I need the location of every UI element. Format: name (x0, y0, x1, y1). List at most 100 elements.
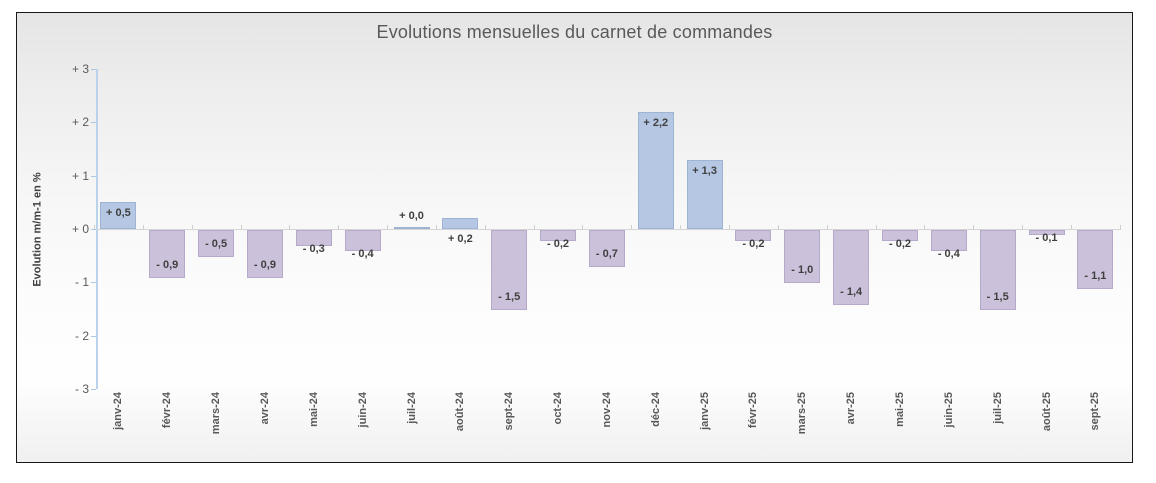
bar-sept-24 (491, 230, 528, 311)
x-axis-label: avr-25 (845, 392, 858, 425)
y-axis-tick-mark (91, 175, 96, 177)
x-axis-label: mars-25 (796, 392, 809, 435)
bar-juil-25 (979, 230, 1016, 311)
category-tick-mark (875, 225, 877, 229)
x-axis-label: mai-24 (307, 392, 320, 427)
category-tick-mark (387, 225, 389, 229)
x-axis-label: sept-25 (1089, 392, 1102, 431)
y-axis-tick-label: - 2 (74, 328, 89, 343)
category-tick-mark (435, 225, 437, 229)
bar-value-label: - 0,4 (351, 248, 374, 261)
bar-value-label: + 2,2 (643, 116, 669, 129)
bar-juin-24 (344, 230, 381, 252)
bar-févr-24 (149, 230, 186, 279)
category-tick-mark (142, 225, 144, 229)
bar-value-label: + 1,3 (692, 164, 717, 177)
category-tick-mark (729, 225, 731, 229)
category-tick-mark (1119, 225, 1121, 229)
y-axis-tick-label: - 3 (74, 382, 89, 397)
bar-oct-24 (540, 230, 577, 241)
x-axis-label: mars-24 (210, 392, 223, 435)
y-axis-tick-mark (91, 122, 96, 124)
category-tick-mark (240, 225, 242, 229)
bar-value-label: - 0,9 (156, 259, 179, 272)
category-tick-mark (338, 225, 340, 229)
bar-janv-24 (100, 202, 137, 229)
x-axis-label: mai-25 (894, 392, 906, 427)
y-axis-tick-label: + 0 (71, 222, 89, 236)
x-axis-label: juil-24 (405, 392, 418, 424)
bar-value-label: - 1,0 (791, 264, 814, 277)
bar-juil-24 (393, 227, 430, 229)
category-tick-mark (680, 225, 682, 229)
bar-value-label: - 0,2 (742, 237, 765, 250)
x-axis-label: sept-24 (503, 392, 516, 431)
bar-value-label: - 1,5 (986, 291, 1009, 304)
bar-avr-24 (246, 230, 283, 279)
bar-value-label: - 0,9 (253, 259, 276, 272)
y-axis-tick-mark (91, 389, 96, 391)
category-tick-mark (533, 225, 535, 229)
bar-janv-25 (686, 159, 723, 229)
x-axis-label: juin-24 (356, 392, 369, 428)
x-axis-label: févr-24 (161, 392, 174, 429)
bar-value-label: - 0,4 (937, 248, 960, 261)
bar-value-label: - 0,3 (302, 243, 325, 256)
y-axis-tick-label: - 1 (74, 275, 89, 290)
y-axis-tick-label: + 2 (71, 115, 89, 130)
y-axis-tick-label: + 1 (71, 168, 89, 183)
x-axis-label: août-24 (454, 392, 467, 432)
x-axis-label: juin-25 (942, 392, 955, 428)
bar-août-24 (442, 218, 479, 229)
bar-sept-25 (1077, 230, 1114, 289)
x-axis-label: déc-24 (649, 392, 662, 427)
bar-nov-24 (588, 230, 625, 268)
category-tick-mark (1022, 225, 1024, 229)
x-axis-label: janv-25 (698, 392, 711, 430)
bar-value-label: - 1,5 (498, 291, 521, 304)
bar-value-label: - 1,4 (840, 285, 863, 298)
category-tick-mark (93, 225, 95, 229)
bar-mai-24 (295, 230, 332, 247)
bar-août-25 (1028, 230, 1065, 236)
category-tick-mark (973, 225, 975, 229)
category-tick-mark (1070, 225, 1072, 229)
category-tick-mark (484, 225, 486, 229)
bar-value-label: - 0,1 (1035, 232, 1058, 245)
y-axis-tick-mark (91, 68, 96, 70)
category-tick-mark (289, 225, 291, 229)
x-axis-zero-line (96, 229, 1121, 230)
bar-déc-24 (637, 111, 674, 229)
category-tick-mark (777, 225, 779, 229)
category-tick-mark (826, 225, 828, 229)
x-axis-label: août-25 (1040, 392, 1053, 432)
x-axis-label: oct-24 (552, 392, 565, 425)
bar-value-label: + 0,0 (399, 210, 424, 222)
bar-févr-25 (735, 230, 772, 241)
bar-juin-25 (930, 230, 967, 252)
x-axis-label: janv-24 (112, 392, 125, 430)
x-axis-label: avr-24 (258, 392, 271, 425)
bar-value-label: - 0,2 (547, 237, 570, 250)
bar-avr-25 (833, 230, 870, 305)
x-axis-label: févr-25 (747, 392, 760, 429)
y-axis-tick-label: + 3 (71, 61, 89, 76)
chart-title: Evolutions mensuelles du carnet de comma… (376, 22, 773, 42)
category-tick-mark (191, 225, 193, 229)
y-axis-tick-mark (91, 282, 96, 284)
x-axis-label: juil-25 (991, 392, 1004, 424)
y-axis-tick-mark (91, 229, 96, 230)
bar-value-label: + 0,5 (106, 207, 131, 220)
chart-frame: Evolutions mensuelles du carnet de comma… (16, 12, 1133, 463)
bar-value-label: - 0,7 (595, 248, 618, 261)
bar-mai-25 (882, 230, 918, 241)
x-axis-label: nov-24 (600, 392, 613, 428)
y-axis-line (96, 68, 98, 390)
bar-value-label: - 1,1 (1084, 269, 1107, 282)
bar-mars-25 (784, 230, 821, 284)
bar-value-label: - 0,2 (888, 237, 911, 250)
bar-value-label: - 0,5 (205, 237, 228, 250)
category-tick-mark (582, 225, 584, 229)
category-tick-mark (631, 225, 633, 229)
bar-value-label: + 0,2 (447, 233, 473, 245)
